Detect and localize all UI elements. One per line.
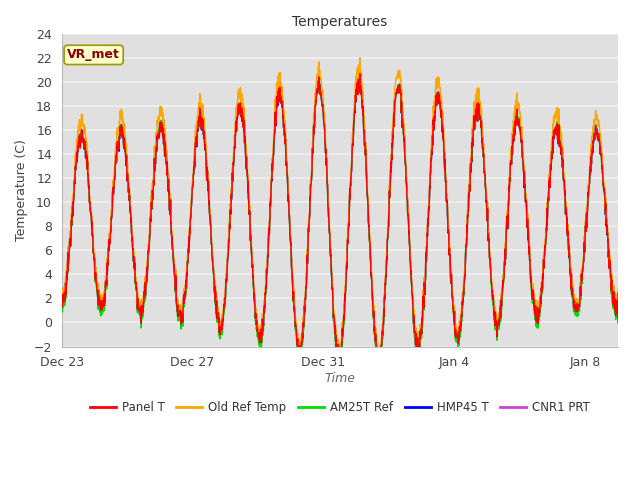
Old Ref Temp [614, 285, 622, 291]
Panel T [599, 169, 607, 175]
Y-axis label: Temperature (C): Temperature (C) [15, 140, 28, 241]
Old Ref Temp [329, 280, 337, 286]
Panel T [497, 304, 504, 310]
Old Ref Temp [497, 298, 504, 303]
Panel T [329, 285, 337, 291]
HMP45 T [356, 70, 364, 75]
AM25T Ref [599, 170, 607, 176]
HMP45 T [614, 290, 622, 296]
Panel T [58, 303, 65, 309]
HMP45 T [58, 303, 65, 309]
Old Ref Temp [58, 298, 65, 303]
CNR1 PRT [329, 284, 337, 290]
Panel T [295, 349, 303, 355]
Old Ref Temp [598, 152, 606, 157]
CNR1 PRT [86, 199, 94, 204]
CNR1 PRT [314, 88, 322, 94]
AM25T Ref [314, 87, 322, 93]
AM25T Ref [598, 163, 606, 169]
HMP45 T [329, 286, 337, 291]
HMP45 T [314, 89, 322, 95]
Legend: Panel T, Old Ref Temp, AM25T Ref, HMP45 T, CNR1 PRT: Panel T, Old Ref Temp, AM25T Ref, HMP45 … [85, 396, 595, 419]
CNR1 PRT [356, 69, 364, 74]
Line: Panel T: Panel T [61, 73, 618, 352]
AM25T Ref [329, 288, 337, 294]
Old Ref Temp [356, 55, 364, 60]
CNR1 PRT [58, 303, 65, 309]
AM25T Ref [614, 295, 622, 300]
Panel T [356, 71, 364, 76]
Line: HMP45 T: HMP45 T [61, 72, 618, 352]
Line: Old Ref Temp: Old Ref Temp [61, 58, 618, 352]
CNR1 PRT [599, 169, 607, 175]
X-axis label: Time: Time [324, 372, 355, 385]
Panel T [86, 201, 94, 206]
AM25T Ref [58, 308, 65, 314]
AM25T Ref [356, 68, 364, 74]
CNR1 PRT [295, 349, 303, 355]
Panel T [598, 163, 606, 168]
Old Ref Temp [599, 159, 607, 165]
HMP45 T [497, 304, 504, 310]
Panel T [614, 290, 622, 296]
Old Ref Temp [314, 74, 322, 80]
CNR1 PRT [614, 289, 622, 295]
Line: CNR1 PRT: CNR1 PRT [61, 72, 618, 352]
AM25T Ref [295, 349, 303, 355]
Old Ref Temp [86, 195, 94, 201]
Line: AM25T Ref: AM25T Ref [61, 71, 618, 352]
HMP45 T [86, 199, 94, 204]
Title: Temperatures: Temperatures [292, 15, 388, 29]
HMP45 T [599, 171, 607, 177]
HMP45 T [295, 349, 303, 355]
Panel T [314, 89, 322, 95]
Old Ref Temp [295, 349, 303, 355]
AM25T Ref [86, 199, 94, 205]
Text: VR_met: VR_met [67, 48, 120, 61]
HMP45 T [598, 164, 606, 170]
CNR1 PRT [598, 162, 606, 168]
AM25T Ref [497, 307, 504, 313]
CNR1 PRT [497, 301, 504, 307]
